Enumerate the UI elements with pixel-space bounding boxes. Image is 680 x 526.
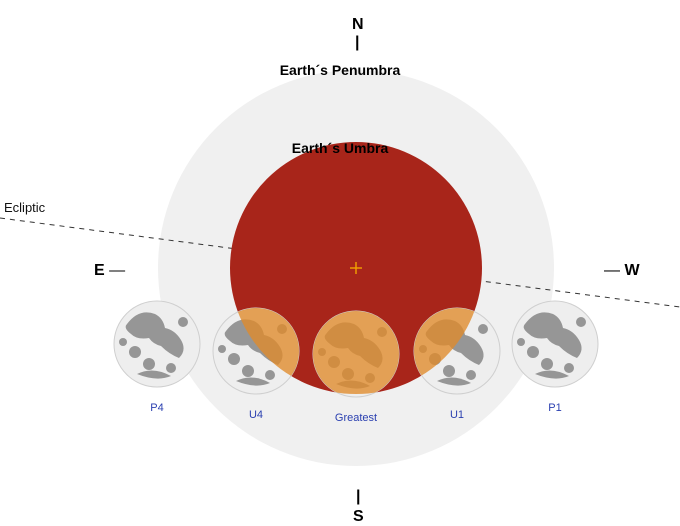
moon-path	[114, 301, 598, 397]
compass-east-tick: —	[105, 262, 125, 279]
compass-south: S	[353, 508, 364, 526]
eclipse-diagram: Earth´s Penumbra Earth´s Umbra Ecliptic …	[0, 0, 680, 526]
moon-label-U1: U1	[417, 409, 497, 421]
moon-label-P4: P4	[117, 402, 197, 414]
umbra-label: Earth´s Umbra	[240, 140, 440, 156]
moon-label-U4: U4	[216, 409, 296, 421]
moon-label-GR: Greatest	[316, 412, 396, 424]
compass-north-letter: N	[352, 16, 364, 33]
compass-north: N	[352, 16, 364, 34]
compass-east-letter: E	[94, 262, 105, 279]
compass-south-letter: S	[353, 508, 364, 525]
penumbra-label: Earth´s Penumbra	[240, 62, 440, 78]
moon-P4	[114, 301, 200, 387]
compass-west: — W	[604, 262, 640, 280]
moon-label-P1: P1	[515, 402, 595, 414]
compass-west-tick: —	[604, 262, 624, 279]
moon-P1	[512, 301, 598, 387]
moon-GR-umbra-tint	[313, 311, 399, 397]
compass-west-letter: W	[624, 262, 639, 279]
compass-north-tick: |	[355, 34, 359, 52]
compass-east: E —	[94, 262, 125, 280]
compass-south-tick: |	[356, 488, 360, 506]
ecliptic-label: Ecliptic	[4, 200, 45, 215]
